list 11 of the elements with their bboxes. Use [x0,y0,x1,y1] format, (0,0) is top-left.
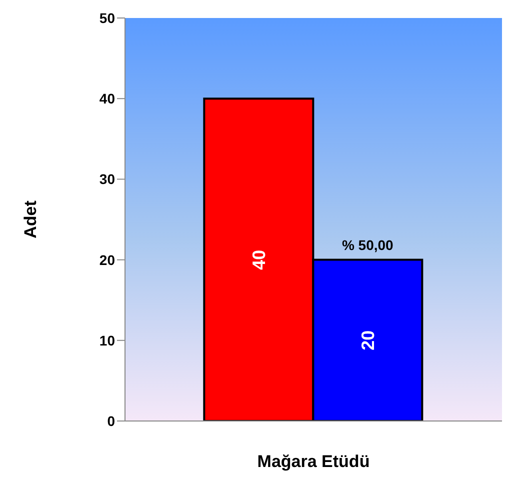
y-tick-label: 40 [99,90,116,107]
x-tick-label: Mağara Etüdü [257,452,370,471]
y-tick-label: 30 [99,171,116,188]
data-label: 40 [249,250,270,270]
y-tick-label: 10 [99,332,116,348]
data-label: 20 [358,330,378,350]
y-tick-label: 20 [99,252,116,268]
y-tick-label: 0 [107,412,116,429]
y-axis-title: Adet [21,200,40,238]
annotation: % 50,00 [342,236,394,253]
y-tick-label: 50 [99,10,116,26]
